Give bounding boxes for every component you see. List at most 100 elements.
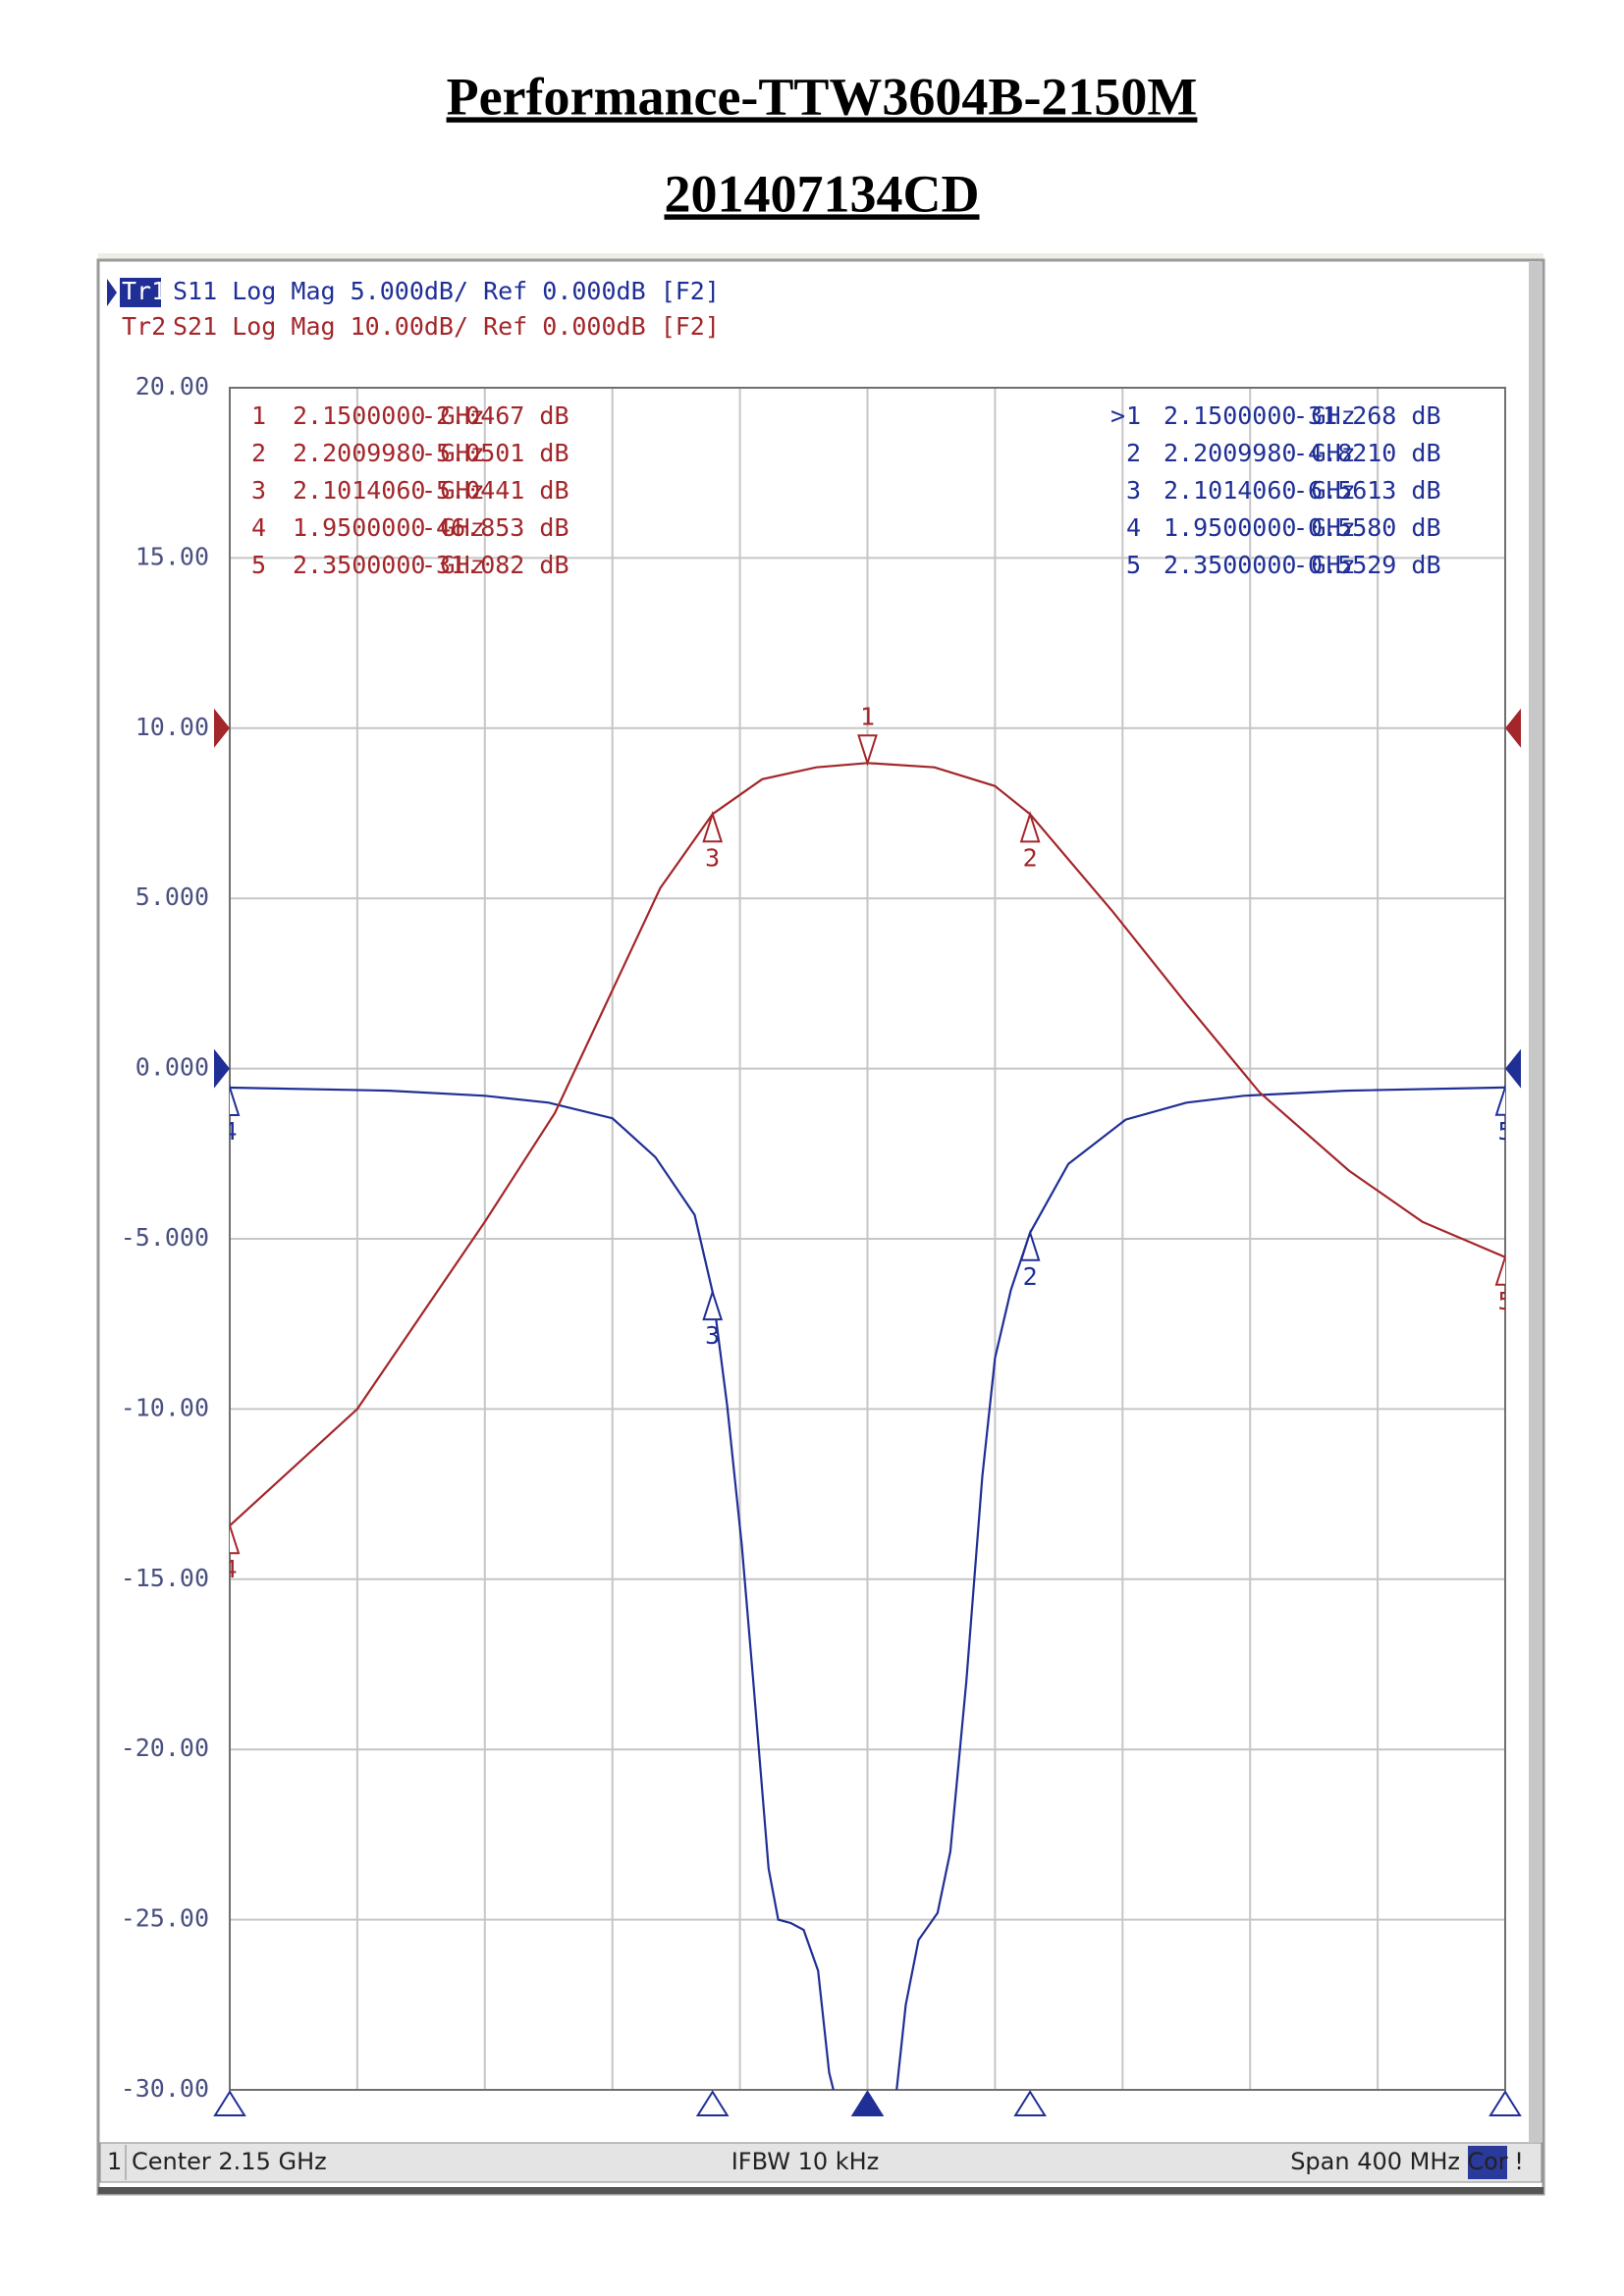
- stimulus-marker: [1489, 2090, 1522, 2116]
- marker-triangle: [702, 810, 724, 843]
- marker-table-value: -0.5580 dB: [1293, 513, 1441, 542]
- plot-marker: 5: [1494, 1084, 1512, 1146]
- y-tick-label: 5.000: [135, 882, 209, 911]
- stimulus-marker: [695, 2090, 730, 2116]
- subtitle: 201407134CD: [665, 164, 980, 223]
- marker-number: 5: [1497, 1287, 1512, 1315]
- ref-arrow-left: [214, 1048, 230, 1089]
- plot-marker: 4: [222, 1084, 241, 1146]
- y-tick-label: 20.00: [135, 372, 209, 400]
- marker-table-label: 2: [1126, 439, 1141, 467]
- marker-table-value: -4.8210 dB: [1293, 439, 1441, 467]
- status-bar: [99, 2142, 1543, 2183]
- y-tick-label: 15.00: [135, 542, 209, 570]
- ref-arrow-right: [1505, 708, 1521, 748]
- title: Performance-TTW3604B-2150M: [447, 67, 1198, 126]
- plot-border: [229, 387, 1506, 2091]
- plot-marker: 2: [1019, 1229, 1041, 1291]
- marker-table-value: -31.268 dB: [1293, 401, 1441, 430]
- frame-top: [98, 253, 1543, 259]
- plot-marker: 1: [857, 702, 878, 767]
- status-warning: !: [1514, 2148, 1524, 2175]
- marker-table-value: -6.5613 dB: [1293, 476, 1441, 505]
- marker-table-value: -5.0501 dB: [421, 439, 569, 467]
- analyzer-frame: [96, 258, 1545, 2196]
- marker-triangle: [857, 734, 878, 767]
- stimulus-marker: [850, 2090, 885, 2116]
- ref-arrow-right: [1505, 1048, 1521, 1089]
- marker-table-freq: 2.1500000 GHz: [1164, 401, 1356, 430]
- marker-table-label: 3: [1126, 476, 1141, 505]
- marker-table-freq: 2.1500000 GHz: [293, 401, 485, 430]
- marker-triangle: [1494, 1254, 1505, 1286]
- marker-table-label: 3: [251, 476, 266, 505]
- y-tick-label: -20.00: [121, 1734, 209, 1762]
- marker-table-value: -31.082 dB: [421, 551, 569, 579]
- trace-id: Tr1: [122, 277, 166, 305]
- marker-number: 1: [860, 702, 875, 730]
- y-tick-label: -25.00: [121, 1904, 209, 1933]
- status-channel: 1: [107, 2148, 122, 2175]
- marker-triangle: [1019, 811, 1041, 843]
- y-tick-label: -10.00: [121, 1393, 209, 1421]
- marker-table-freq: 2.3500000 GHz: [293, 551, 485, 579]
- marker-table-label: 1: [251, 401, 266, 430]
- trace-line: [230, 1086, 1505, 2090]
- status-center: Center 2.15 GHz: [132, 2148, 327, 2175]
- marker-table-value: -2.0467 dB: [421, 401, 569, 430]
- marker-table-freq: 2.3500000 GHz: [1164, 551, 1356, 579]
- marker-triangle: [1019, 1229, 1041, 1261]
- marker-number: 4: [222, 1117, 237, 1146]
- marker-triangle: [230, 1084, 241, 1116]
- y-tick-label: -30.00: [121, 2074, 209, 2103]
- trace-label: S11 Log Mag 5.000dB/ Ref 0.000dB [F2]: [173, 277, 720, 305]
- active-trace-arrow: [107, 279, 117, 306]
- marker-table-value: -46.853 dB: [421, 513, 569, 542]
- y-tick-label: 0.000: [135, 1053, 209, 1082]
- marker-number: 2: [1023, 843, 1038, 872]
- marker-number: 2: [1023, 1262, 1038, 1291]
- y-tick-label: -15.00: [121, 1564, 209, 1592]
- marker-number: 4: [222, 1555, 237, 1583]
- marker-number: 5: [1497, 1117, 1512, 1146]
- plot-marker: 2: [1019, 811, 1041, 872]
- marker-table-label: 5: [251, 551, 266, 579]
- marker-triangle: [1494, 1084, 1505, 1116]
- marker-table-label: 4: [1126, 513, 1141, 542]
- marker-table-freq: 1.9500000 GHz: [293, 513, 485, 542]
- plot-marker: 3: [702, 810, 724, 872]
- marker-triangle: [230, 1522, 241, 1555]
- trace-id: Tr2: [122, 312, 166, 341]
- marker-table-label: 5: [1126, 551, 1141, 579]
- marker-table-value: -0.5529 dB: [1293, 551, 1441, 579]
- marker-number: 3: [705, 1321, 720, 1350]
- marker-table-label: 1: [1126, 401, 1141, 430]
- marker-table-freq: 2.1014060 GHz: [293, 476, 485, 505]
- y-tick-label: -5.000: [121, 1223, 209, 1252]
- trace-line: [230, 762, 1505, 1527]
- active-trace-box: [120, 278, 161, 307]
- marker-table-freq: 2.1014060 GHz: [1164, 476, 1356, 505]
- marker-table-freq: 2.2009980 GHz: [293, 439, 485, 467]
- status-ifbw: IFBW 10 kHz: [731, 2148, 880, 2175]
- y-tick-label: 10.00: [135, 713, 209, 741]
- marker-triangle: [702, 1288, 724, 1321]
- status-cor: Cor: [1467, 2148, 1507, 2175]
- status-span: Span 400 MHz: [1290, 2148, 1460, 2175]
- ref-arrow-left: [214, 708, 230, 748]
- stimulus-marker: [213, 2090, 246, 2116]
- plot-marker: 5: [1494, 1254, 1512, 1315]
- marker-table-value: -5.0441 dB: [421, 476, 569, 505]
- plot-marker: 3: [702, 1288, 724, 1350]
- marker-table-label: 4: [251, 513, 266, 542]
- marker-table-freq: 2.2009980 GHz: [1164, 439, 1356, 467]
- plot-area: 1234512345: [222, 702, 1512, 2090]
- frame-bottom: [98, 2187, 1543, 2194]
- marker-table-label: 2: [251, 439, 266, 467]
- scrollbar: [1529, 262, 1543, 2142]
- marker-number: 3: [705, 843, 720, 872]
- cor-box: [1468, 2146, 1507, 2179]
- plot-marker: 4: [222, 1522, 241, 1583]
